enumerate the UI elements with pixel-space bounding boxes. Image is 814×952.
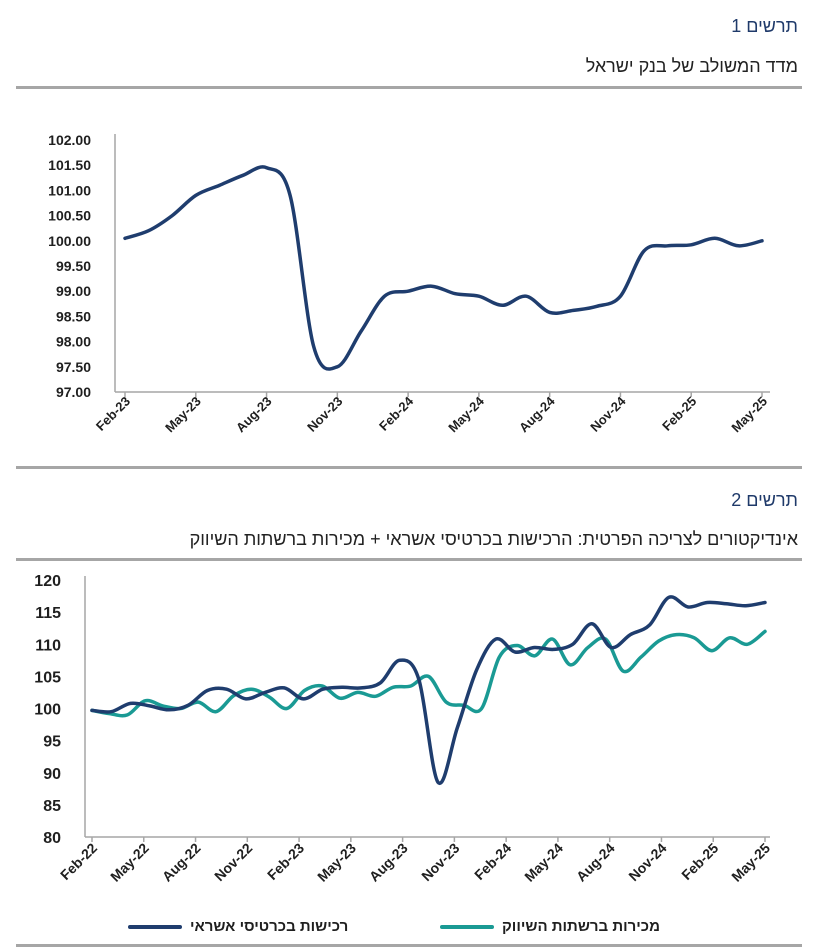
chart2-x-tick-label: May-24 (521, 840, 566, 885)
legend-label-retail-sales: מכירות ברשתות השיווק (502, 918, 660, 935)
chart1-series-line-0 (123, 165, 764, 371)
chart1-y-tick-label: 101.00 (48, 182, 91, 198)
chart1: 102.00 101.50 101.00 100.50 100.00 99.50 99.00… (48, 132, 770, 436)
figure1-title: מדד המשולב של בנק ישראל (585, 56, 798, 76)
chart2-x-tick-label: Feb-25 (678, 840, 721, 883)
chart2-x-tick-label: Nov-23 (418, 840, 462, 884)
chart1-y-tick-label: 99.50 (56, 258, 91, 274)
chart1-x-tick-label: Nov-24 (587, 393, 629, 435)
chart2-legend: רכישות בכרטיסי אשראי מכירות ברשתות השיוו… (0, 918, 814, 940)
chart2-series-line-1 (90, 629, 767, 718)
chart2-y-tick-label: 100 (34, 702, 61, 719)
legend-swatch-credit-card (128, 924, 182, 929)
chart2-y-tick-label: 120 (34, 573, 61, 590)
chart2-x-tick-label: Feb-23 (264, 840, 307, 883)
chart1-y-tick-label: 97.00 (56, 384, 91, 400)
figure1-bottom-rule (16, 466, 802, 469)
chart2-x-tick-label: May-23 (314, 840, 359, 885)
figure2-bottom-rule (16, 944, 802, 947)
chart2-x-tick-label: May-25 (728, 840, 773, 885)
chart2-series-line-0 (90, 595, 767, 786)
chart1-x-tick-label: Aug-24 (516, 393, 558, 435)
chart1-x-tick-label: May-24 (445, 393, 487, 435)
chart2-y-tick-label: 85 (43, 798, 61, 815)
chart2-y-tick-label: 110 (35, 637, 61, 654)
chart2-x-tick-label: Feb-22 (57, 840, 100, 883)
chart1-x-tick-label: Feb-25 (659, 394, 699, 434)
chart2-x-tick-label: Feb-24 (471, 840, 514, 883)
chart2-y-tick-label: 80 (43, 830, 61, 847)
chart2-x-tick-label: Aug-23 (366, 840, 411, 885)
figure1-number: תרשים 1 (731, 16, 798, 36)
figure2-title: אינדיקטורים לצריכה הפרטית: הרכישות בכרטי… (189, 529, 798, 549)
legend-item-retail-sales: מכירות ברשתות השיווק (440, 918, 660, 935)
chart2-y-tick-label: 95 (43, 734, 61, 751)
chart2-y-tick-label: 115 (35, 605, 61, 622)
chart1-x-tick-label: May-23 (162, 394, 204, 436)
chart2-x-tick-label: May-22 (107, 840, 152, 885)
chart1-x-tick-label: Feb-24 (376, 393, 417, 434)
chart2-y-tick-label: 105 (34, 669, 61, 686)
chart2-x-tick-label: Nov-24 (625, 840, 669, 884)
chart1-y-tick-label: 101.50 (48, 157, 91, 173)
chart1-x-tick-label: May-25 (728, 394, 770, 436)
legend-label-credit-card: רכישות בכרטיסי אשראי (190, 918, 349, 935)
chart1-y-tick-label: 98.00 (56, 334, 91, 350)
chart2-x-tick-label: Aug-22 (159, 840, 204, 885)
figure2-number: תרשים 2 (731, 490, 798, 510)
chart1-y-tick-label: 99.00 (56, 283, 91, 299)
chart1-y-tick-label: 97.50 (56, 359, 91, 375)
figure1-top-rule (16, 86, 802, 89)
chart1-x-tick-label: Nov-23 (304, 394, 345, 435)
chart1-x-tick-label: Feb-23 (93, 394, 133, 434)
legend-swatch-retail-sales (440, 924, 494, 929)
chart2-y-tick-label: 90 (43, 766, 61, 783)
chart2-x-tick-label: Aug-24 (573, 840, 618, 885)
chart1-y-tick-label: 100.00 (48, 233, 91, 249)
chart2-x-tick-label: Nov-22 (211, 840, 255, 884)
chart1-y-tick-label: 102.00 (48, 132, 91, 148)
chart1-y-tick-label: 100.50 (48, 208, 91, 224)
chart1-y-tick-label: 98.50 (56, 308, 91, 324)
legend-item-credit-card: רכישות בכרטיסי אשראי (128, 918, 348, 935)
chart1-x-tick-label: Aug-23 (233, 394, 275, 436)
figure2-top-rule (16, 558, 802, 561)
